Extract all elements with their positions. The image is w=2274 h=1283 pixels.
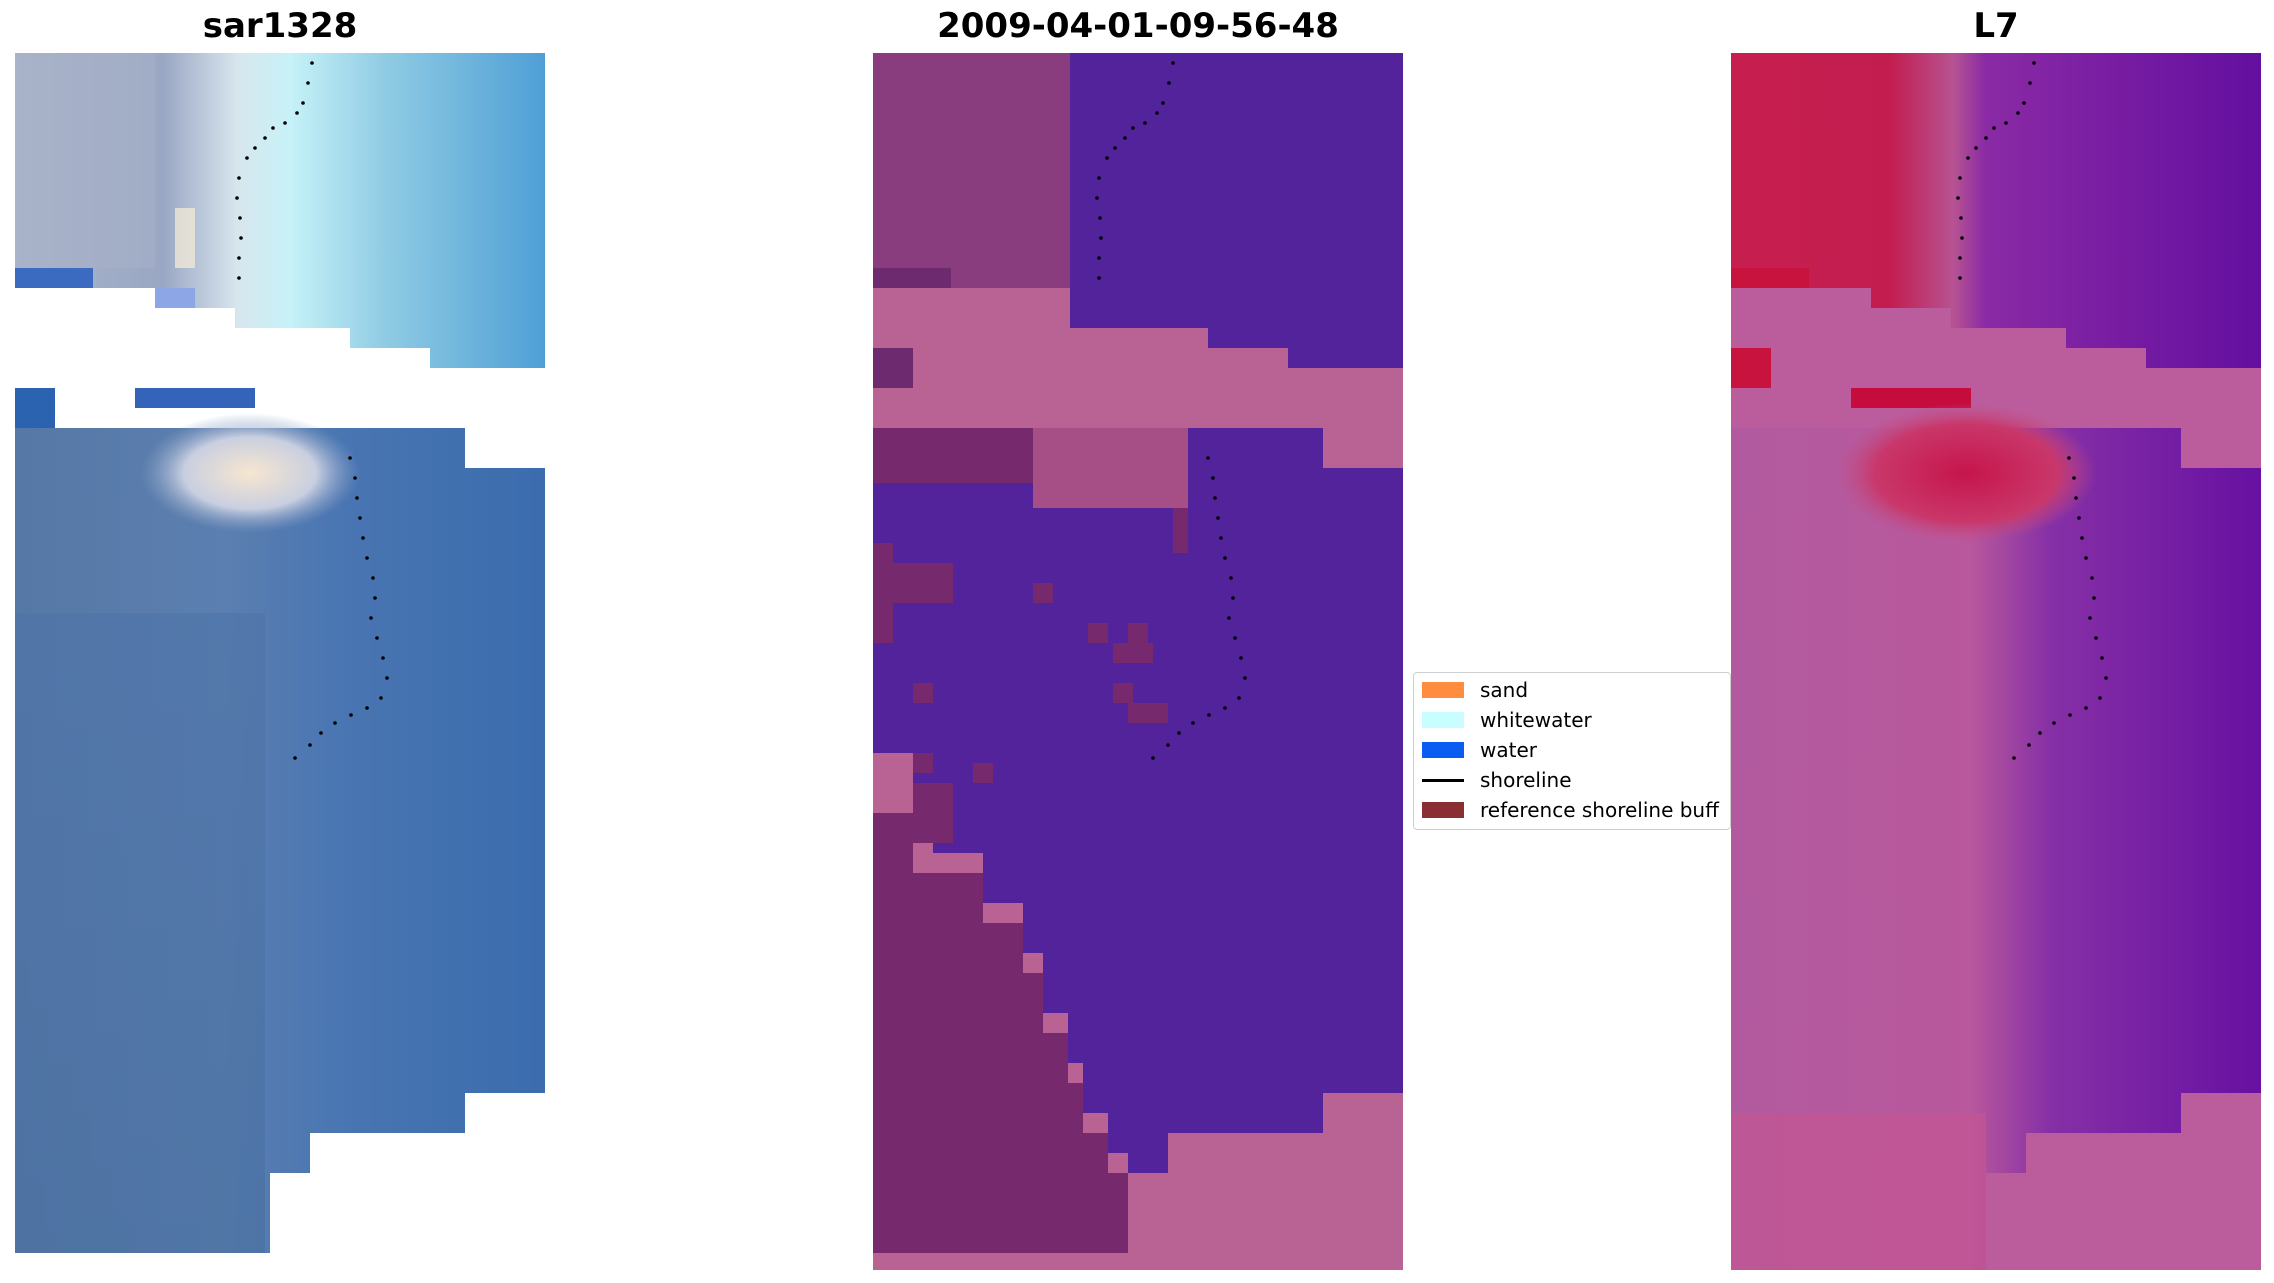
legend-label-water: water — [1480, 738, 1537, 762]
legend-swatch-sand — [1422, 682, 1464, 698]
title-mndwi: L7 — [1973, 6, 2019, 46]
legend-label-sand: sand — [1480, 678, 1529, 702]
rgb-blue-strip — [135, 388, 255, 408]
classified-shoreline — [1095, 61, 1247, 760]
rgb-shoreline — [235, 61, 389, 760]
classified-image — [873, 53, 1403, 1270]
mndwi-red-strip-2 — [1851, 388, 1971, 408]
mndwi-image — [1731, 53, 2261, 1270]
title-rgb: sar1328 — [202, 6, 358, 46]
rgb-image-panel — [15, 53, 545, 1270]
mndwi-red-patch — [1731, 348, 1771, 388]
legend-swatch-whitewater — [1422, 712, 1464, 728]
rgb-upper-block — [15, 53, 545, 368]
legend-item-shoreline: shoreline — [1422, 767, 1572, 793]
legend-label-reference-buffer: reference shoreline buff — [1480, 798, 1719, 822]
rgb-upper-sand-patch — [175, 208, 195, 268]
legend: sand whitewater water shoreline referenc… — [1413, 672, 1731, 830]
legend-swatch-shoreline — [1422, 778, 1464, 782]
classified-land-specks — [873, 543, 1168, 863]
legend-item-whitewater: whitewater — [1422, 707, 1592, 733]
legend-swatch-reference-buffer — [1422, 802, 1464, 818]
legend-label-shoreline: shoreline — [1480, 768, 1572, 792]
rgb-upper-water-strip — [15, 268, 93, 288]
classified-land-upper — [873, 53, 1070, 288]
rgb-whitewater-blob — [140, 413, 360, 533]
classified-image-panel — [873, 53, 1403, 1270]
legend-item-water: water — [1422, 737, 1537, 763]
rgb-upper-blue-patch — [155, 288, 195, 308]
mndwi-nearshore-band — [1731, 1113, 1986, 1270]
legend-item-reference-buffer: reference shoreline buff — [1422, 797, 1719, 823]
mndwi-red-strip — [1731, 268, 1809, 288]
title-classified: 2009-04-01-09-56-48 — [937, 6, 1339, 46]
classified-land-shore — [873, 813, 1128, 1253]
legend-swatch-water — [1422, 742, 1464, 758]
legend-item-sand: sand — [1422, 677, 1528, 703]
mndwi-image-panel — [1731, 53, 2261, 1270]
rgb-upper-nearshore — [15, 53, 155, 268]
mndwi-red-blob — [1836, 403, 2096, 543]
classified-dark-strip — [873, 268, 951, 288]
mndwi-shoreline — [1956, 61, 2108, 760]
classified-water-lower — [873, 428, 1403, 1173]
classified-dark-patch — [873, 348, 913, 388]
rgb-nearshore-band — [15, 613, 265, 1253]
classified-water-upper — [1070, 53, 1403, 368]
mndwi-lower-block — [1731, 428, 2261, 1270]
mndwi-upper-block — [1731, 53, 2261, 368]
legend-label-whitewater: whitewater — [1480, 708, 1592, 732]
rgb-dark-patch — [15, 388, 55, 428]
rgb-image — [15, 53, 545, 1253]
classified-pink-whitewater — [1033, 428, 1188, 508]
